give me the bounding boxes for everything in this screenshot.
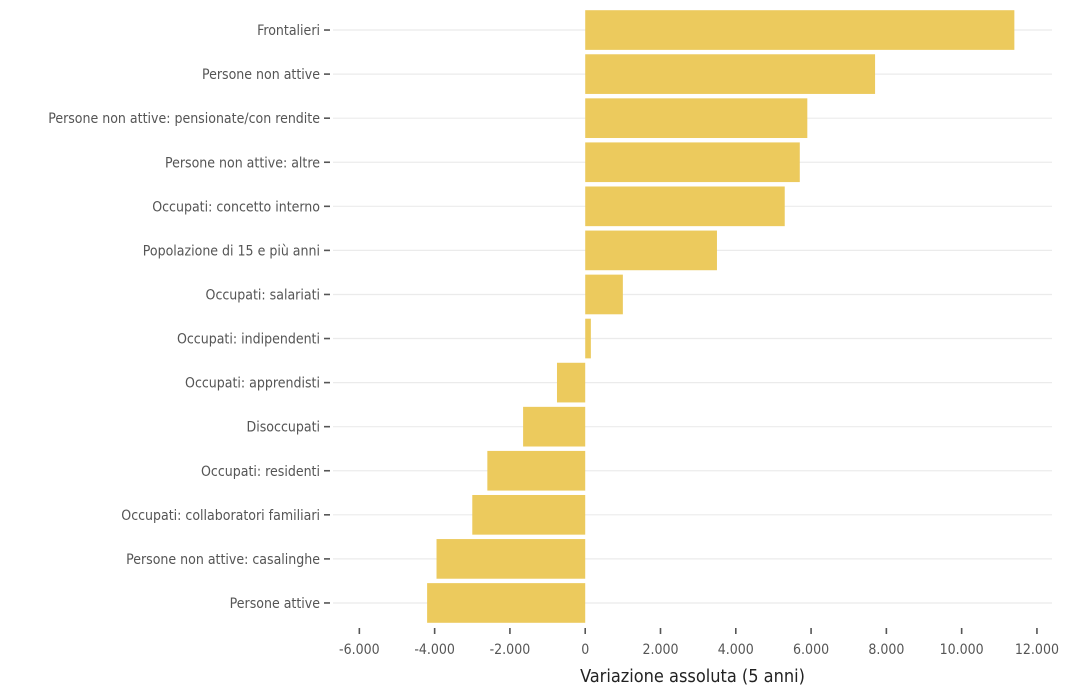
bar bbox=[585, 230, 717, 271]
category-label: Occupati: collaboratori familiari bbox=[121, 508, 320, 524]
category-label: Occupati: residenti bbox=[201, 464, 320, 480]
x-tick-label: 6.000 bbox=[793, 642, 829, 658]
category-label: Persone non attive: casalinghe bbox=[126, 552, 320, 568]
x-tick-label: 10.000 bbox=[940, 642, 984, 658]
x-tick-label: 4.000 bbox=[718, 642, 754, 658]
bar bbox=[472, 494, 586, 535]
x-tick-label: -6.000 bbox=[339, 642, 380, 658]
bar bbox=[556, 362, 586, 403]
bar bbox=[585, 54, 876, 94]
bar bbox=[585, 318, 591, 359]
category-label: Popolazione di 15 e più anni bbox=[143, 243, 320, 259]
x-axis-title: Variazione assoluta (5 anni) bbox=[580, 666, 805, 687]
bar bbox=[523, 406, 586, 447]
bar bbox=[436, 539, 586, 579]
category-label: Occupati: apprendisti bbox=[185, 376, 320, 392]
category-label: Occupati: salariati bbox=[206, 287, 320, 303]
x-tick-label: 2.000 bbox=[642, 642, 678, 658]
category-label: Persone non attive: altre bbox=[165, 155, 320, 171]
category-label: Persone attive bbox=[230, 596, 321, 612]
category-labels: Frontalieri Persone non attive Persone non… bbox=[48, 23, 330, 612]
bar bbox=[487, 450, 586, 491]
x-tick-label: 0 bbox=[581, 642, 589, 658]
category-label: Persone non attive bbox=[202, 67, 320, 83]
bar bbox=[585, 186, 785, 227]
x-tick-label: -2.000 bbox=[490, 642, 531, 658]
category-label: Persone non attive: pensionate/con rendi… bbox=[48, 111, 320, 127]
x-tick-label: -4.000 bbox=[414, 642, 455, 658]
bars bbox=[427, 10, 1015, 623]
bar bbox=[427, 583, 586, 623]
category-label: Disoccupati bbox=[247, 420, 320, 436]
x-tick-label: 8.000 bbox=[868, 642, 904, 658]
bar bbox=[585, 142, 800, 183]
x-tick-label: 12.000 bbox=[1015, 642, 1059, 658]
bar bbox=[585, 274, 623, 315]
bar bbox=[585, 98, 808, 139]
category-label: Occupati: concetto interno bbox=[152, 199, 320, 215]
category-label: Occupati: indipendenti bbox=[177, 332, 320, 348]
category-label: Frontalieri bbox=[257, 23, 320, 39]
x-tick-labels: -6.000 -4.000 -2.000 0 2.000 4.000 6.000 8.000 1… bbox=[339, 628, 1059, 658]
bar bbox=[585, 10, 1015, 50]
